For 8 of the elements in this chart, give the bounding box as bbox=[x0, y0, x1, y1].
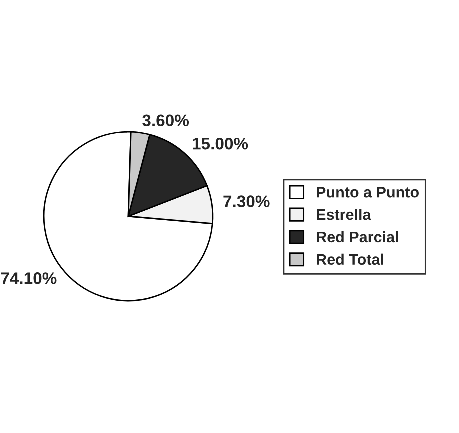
legend-label: Red Parcial bbox=[317, 231, 398, 243]
data-label: 3.60% bbox=[142, 114, 190, 127]
legend-label: Punto a Punto bbox=[317, 187, 419, 198]
data-label: 7.30% bbox=[224, 196, 270, 208]
data-label: 15.00% bbox=[193, 138, 248, 150]
legend-label: Red Total bbox=[317, 254, 384, 266]
legend-label: Estrella bbox=[317, 208, 372, 220]
data-label: 74.10% bbox=[1, 272, 57, 284]
